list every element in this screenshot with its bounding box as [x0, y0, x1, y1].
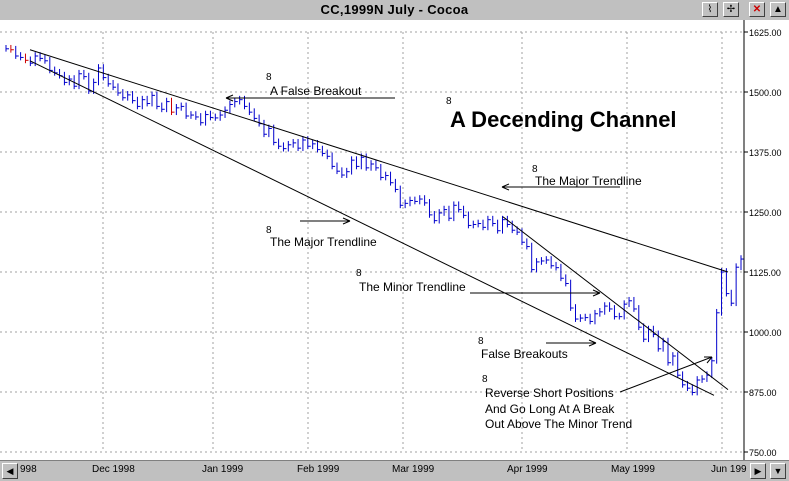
arrowhead — [588, 339, 597, 347]
scroll-right-button[interactable]: ▶ — [750, 463, 766, 479]
close-icon: ✕ — [752, 4, 762, 15]
arrow-reverse — [619, 356, 713, 393]
minor-trendline — [502, 216, 729, 390]
note-symbol: 8 — [532, 164, 538, 175]
y-tick-label: 875.00 — [749, 388, 777, 398]
tool-button[interactable]: ✢ — [723, 2, 739, 17]
scroll-up-icon: ▲ — [773, 4, 783, 15]
grid-lines — [0, 31, 744, 453]
arrowhead — [704, 356, 713, 364]
annotation-text: The Minor Trendline — [359, 280, 466, 294]
annotation-major-trendline-upper: 8 The Major Trendline — [532, 164, 642, 188]
price-bars — [5, 44, 744, 396]
note-symbol: 8 — [446, 96, 452, 107]
y-tick-label: 1250.00 — [749, 208, 782, 218]
y-tick-label: 1125.00 — [749, 268, 781, 278]
scroll-right-icon: ▶ — [754, 466, 762, 476]
annotation-arrows — [225, 94, 713, 393]
price-chart: 1625.00 1500.00 1375.00 1250.00 1125.00 1000.… — [0, 20, 789, 460]
lower-major-trendline — [29, 60, 715, 396]
x-tick-label: May 1999 — [611, 464, 655, 475]
y-tick-label: 1000.00 — [749, 328, 782, 338]
x-tick-label: Dec 1998 — [92, 464, 135, 475]
annotation-text: False Breakouts — [481, 347, 568, 361]
y-axis: 1625.00 1500.00 1375.00 1250.00 1125.00 1000.… — [743, 20, 789, 460]
note-symbol: 8 — [266, 72, 272, 83]
x-tick-label: Jun 199 — [711, 464, 747, 475]
scroll-end-button[interactable]: ▼ — [770, 463, 786, 479]
annotation-text: Out Above The Minor Trend — [485, 417, 632, 431]
plot-background — [0, 20, 789, 460]
annotation-text: The Major Trendline — [535, 174, 642, 188]
note-symbol: 8 — [482, 374, 488, 385]
time-scrollbar[interactable]: ◀ 998 Dec 1998 Jan 1999 Feb 1999 Mar 199… — [0, 460, 789, 481]
note-symbol: 8 — [356, 268, 362, 279]
arrowhead — [501, 183, 510, 191]
annotation-channel-title: 8 A Decending Channel — [446, 96, 677, 132]
annotation-false-breakout: 8 A False Breakout — [266, 72, 362, 98]
arrowhead — [225, 94, 234, 102]
arrowhead — [342, 217, 351, 225]
window-title: CC,1999N July - Cocoa — [320, 2, 469, 17]
note-symbol: 8 — [266, 225, 272, 236]
scroll-end-icon: ▼ — [773, 466, 783, 476]
close-button[interactable]: ✕ — [749, 2, 765, 17]
scroll-up-button[interactable]: ▲ — [770, 2, 786, 17]
x-tick-label: Apr 1999 — [507, 464, 548, 475]
y-tick-label: 1500.00 — [749, 88, 782, 98]
y-tick-label: 750.00 — [749, 448, 777, 458]
annotation-text: A False Breakout — [270, 84, 362, 98]
x-tick-label: Jan 1999 — [202, 464, 244, 475]
scroll-left-icon: ◀ — [6, 466, 14, 476]
chart-area: 1625.00 1500.00 1375.00 1250.00 1125.00 1000.… — [0, 20, 789, 460]
chart-headline: A Decending Channel — [450, 107, 677, 132]
annotation-reverse-positions: 8 Reverse Short Positions And Go Long At… — [482, 374, 632, 431]
y-tick-label: 1625.00 — [749, 28, 782, 38]
annotation-text: The Major Trendline — [270, 235, 377, 249]
tool-icon: ✢ — [726, 4, 736, 15]
chart-style-button[interactable]: ⌇ — [702, 2, 718, 17]
scroll-left-button[interactable]: ◀ — [2, 463, 18, 479]
annotation-major-trendline-lower: 8 The Major Trendline — [266, 225, 377, 249]
arrowhead — [592, 289, 601, 297]
annotation-text: And Go Long At A Break — [485, 402, 615, 416]
title-bar: CC,1999N July - Cocoa ⌇ ✢ ✕ ▲ — [0, 0, 789, 21]
x-tick-label: Feb 1999 — [297, 464, 340, 475]
note-symbol: 8 — [478, 336, 484, 347]
annotation-text: Reverse Short Positions — [485, 386, 614, 400]
y-tick-label: 1375.00 — [749, 148, 782, 158]
annotation-false-breakouts: 8 False Breakouts — [478, 336, 568, 361]
chart-icon: ⌇ — [707, 4, 713, 15]
annotation-minor-trendline: 8 The Minor Trendline — [356, 268, 466, 294]
upper-major-trendline — [29, 49, 729, 273]
trendlines — [29, 49, 729, 396]
x-tick-label: 998 — [20, 464, 37, 475]
y-axis-panel — [744, 20, 789, 460]
x-tick-label: Mar 1999 — [392, 464, 435, 475]
